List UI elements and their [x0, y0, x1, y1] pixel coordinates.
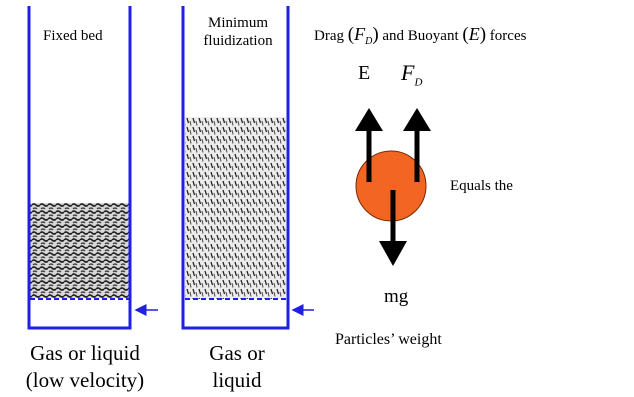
fixed-bed-caption-line1: Gas or liquid	[30, 341, 140, 365]
header-paren-open-2: (	[462, 24, 469, 45]
buoyant-label: E	[358, 62, 371, 84]
fixed-bed-caption-line2: (low velocity)	[25, 368, 145, 392]
drag-label-symbol: F	[401, 60, 415, 85]
forces-header: Drag (FD) and Buoyant (E) forces	[314, 24, 526, 52]
header-drag-word: Drag	[314, 28, 344, 44]
fixed-bed-title: Fixed bed	[43, 28, 103, 44]
weight-arrow	[379, 190, 407, 266]
header-e-symbol: E	[468, 24, 480, 44]
fixed-bed-column	[27, 6, 158, 330]
force-diagram	[355, 108, 431, 266]
min-fluid-column	[181, 6, 314, 330]
drag-arrow	[403, 108, 431, 182]
min-fluid-caption-line1: Gas or	[209, 341, 265, 365]
fixed-bed-particles	[30, 203, 129, 298]
min-fluid-walls	[181, 6, 290, 330]
min-fluid-title-line2: fluidization	[203, 33, 273, 49]
drag-label: FD	[401, 60, 422, 88]
particles-weight-label: Particles’ weight	[335, 331, 442, 348]
fixed-bed-walls	[27, 6, 132, 330]
min-fluid-caption: Gas or liquid	[185, 340, 289, 394]
header-mid-words: and Buoyant	[382, 28, 459, 44]
drag-label-subscript: D	[414, 76, 423, 89]
header-paren-close-1: )	[372, 24, 379, 45]
header-fd-symbol: F	[354, 24, 366, 44]
header-end-word: forces	[489, 28, 527, 44]
header-fd-subscript: D	[365, 36, 373, 47]
fixed-bed-caption: Gas or liquid (low velocity)	[5, 340, 165, 394]
min-fluid-title-line1: Minimum	[207, 15, 268, 31]
min-fluid-particles	[185, 117, 286, 299]
header-paren-close-2: )	[479, 24, 487, 45]
buoyant-arrow	[355, 108, 383, 182]
equals-text: Equals the	[450, 178, 513, 194]
weight-label: mg	[384, 286, 409, 307]
min-fluid-caption-line2: liquid	[212, 368, 262, 392]
header-paren-open-1: (	[347, 24, 355, 45]
min-fluid-title: Minimum fluidization	[192, 14, 284, 50]
